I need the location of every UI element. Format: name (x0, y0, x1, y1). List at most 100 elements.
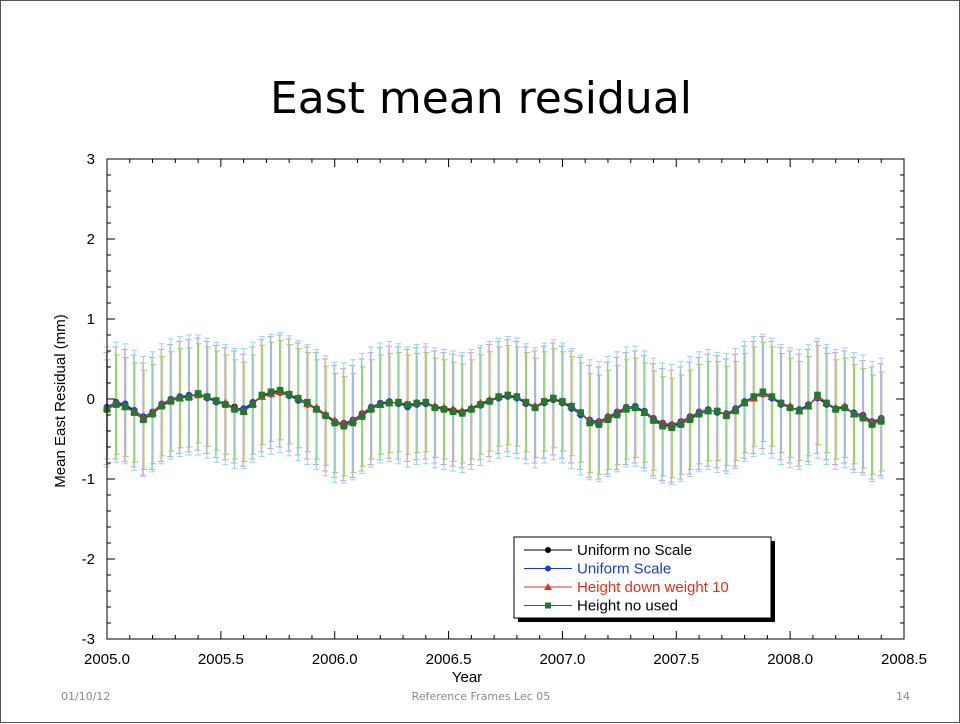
data-point-square (386, 399, 393, 407)
y-tick-label: -1 (82, 471, 95, 488)
data-point-square (131, 409, 138, 416)
data-point-square (841, 404, 849, 412)
y-tick-label: 0 (87, 391, 95, 408)
data-point-square (495, 393, 502, 400)
data-point-square (322, 412, 329, 420)
data-point-square (713, 407, 721, 415)
data-point-square (285, 390, 293, 398)
data-point-square (112, 401, 120, 408)
data-point-square (158, 402, 165, 410)
data-point-square (577, 409, 584, 416)
data-point-square (786, 404, 794, 412)
x-tick-label: 2008.5 (881, 651, 927, 668)
series-line (106, 391, 882, 426)
data-point-square (404, 401, 411, 408)
data-point-square (395, 398, 402, 406)
slide-title: East mean residual (269, 73, 693, 124)
y-axis-label: Mean East Residual (mm) (52, 314, 69, 487)
data-point-square (741, 399, 748, 407)
data-point-square (194, 390, 202, 397)
data-point-square (240, 408, 247, 416)
data-point-square (231, 406, 238, 413)
data-point-square (458, 410, 466, 417)
data-point-square (750, 393, 758, 400)
x-tick-label: 2008.0 (767, 651, 813, 668)
data-point-square (140, 416, 147, 424)
data-point-square (276, 386, 284, 394)
data-point-square (486, 398, 493, 405)
data-point-square (258, 391, 266, 399)
y-tick-label: -2 (82, 551, 95, 568)
data-point-square (531, 404, 539, 412)
data-point-square (340, 422, 348, 430)
data-point-square (468, 406, 475, 413)
x-tick-label: 2005.5 (198, 651, 244, 668)
legend-label: Height no used (577, 598, 678, 615)
x-tick-label: 2007.0 (539, 651, 585, 668)
data-point-square (422, 398, 430, 406)
x-tick-label: 2006.5 (426, 651, 472, 668)
data-point-square (376, 401, 384, 408)
page-number: 14 (896, 690, 910, 703)
data-point-square (777, 399, 785, 407)
data-point-square (704, 407, 712, 415)
y-tick-label: -3 (82, 631, 95, 648)
data-point-square (358, 413, 366, 420)
x-tick-label: 2006.0 (312, 651, 358, 668)
data-point-square (795, 407, 803, 415)
data-point-circle (545, 547, 551, 553)
data-point-square (440, 406, 448, 413)
data-point-square (121, 403, 129, 411)
data-point-circle (545, 565, 551, 572)
data-point-square (504, 391, 512, 399)
data-point-square (413, 399, 420, 407)
data-point-square (176, 394, 184, 402)
data-point-square (668, 424, 676, 432)
data-point-square (677, 421, 685, 428)
data-point-square (650, 417, 657, 424)
data-point-square (832, 406, 839, 413)
data-point-square (686, 416, 694, 424)
data-point-square (805, 402, 812, 410)
data-point-square (768, 393, 776, 400)
data-point-square (203, 393, 211, 400)
data-point-square (540, 398, 548, 405)
data-point-square (449, 408, 457, 416)
data-point-square (732, 407, 739, 415)
data-point-triangle (544, 583, 552, 590)
data-point-square (850, 410, 858, 418)
data-point-square (868, 421, 876, 428)
data-point-square (823, 399, 830, 407)
plot-frame (106, 158, 905, 640)
y-tick-label: 3 (87, 151, 95, 168)
data-point-square (294, 394, 302, 402)
legend-label: Height down weight 10 (577, 579, 729, 596)
data-point-square (586, 419, 594, 427)
footer-title: Reference Frames Lec 05 (411, 690, 551, 703)
legend-label: Uniform Scale (577, 561, 671, 578)
legend-label: Uniform no Scale (577, 542, 692, 559)
data-point-square (814, 391, 821, 399)
data-point-square (331, 419, 339, 427)
data-point-square (477, 401, 484, 408)
data-point-square (149, 410, 156, 418)
x-tick-labels: 2005.0 2005.5 2006.0 2006.5 2007.0 2007.5 2008… (84, 651, 927, 668)
data-point-square (613, 411, 621, 419)
data-point-square (631, 404, 639, 412)
footer-date: 01/10/12 (61, 690, 111, 703)
data-point-square (604, 416, 612, 424)
data-point-square (431, 404, 439, 412)
data-point-square (522, 398, 530, 406)
data-point-square (513, 393, 521, 400)
data-point-square (222, 401, 229, 408)
data-point-square (249, 401, 257, 408)
data-point-square (267, 388, 275, 396)
y-tick-label: 1 (87, 311, 95, 328)
data-point-square (349, 419, 357, 427)
y-tick-label: 2 (87, 231, 95, 248)
data-point-square (545, 602, 551, 609)
series-layer (102, 386, 886, 432)
